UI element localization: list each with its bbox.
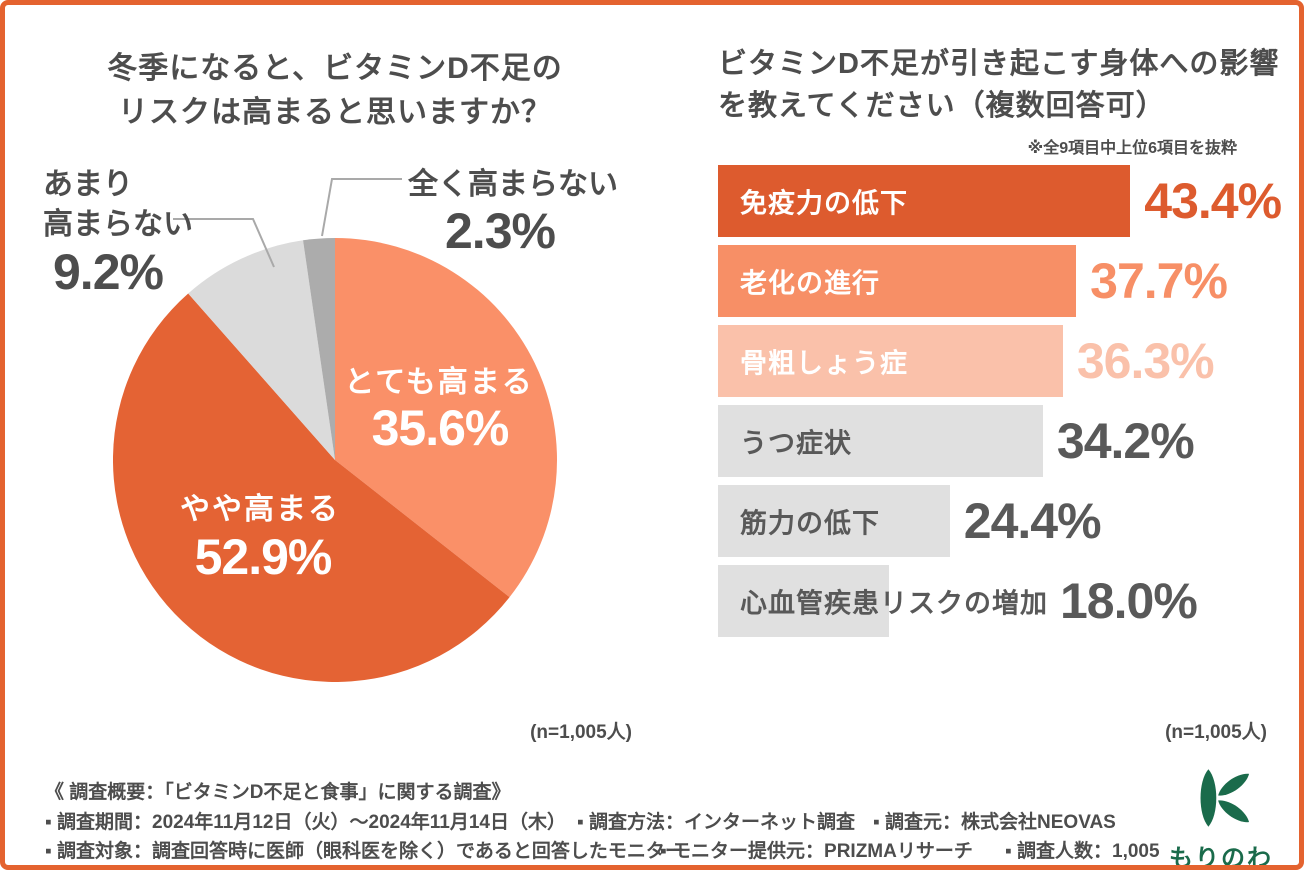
survey-details-line1-seg-1: ▪ 調査方法：インターネット調査 — [577, 812, 856, 833]
bar-row-5: 心血管疾患リスクの増加 18.0% — [718, 565, 1283, 637]
bar-label-2: 骨粗しょう症 — [740, 348, 908, 379]
bar-fill-5 — [718, 565, 889, 637]
bar-label-1: 老化の進行 — [740, 268, 880, 299]
survey-overview-line: 《 調査概要：「ビタミンD不足と食事」に関する調査》 — [5, 777, 1299, 803]
leaf-big — [1200, 769, 1217, 827]
bar-label-5: 心血管疾患リスクの増加 — [740, 588, 1048, 619]
bar-fill-0 — [718, 165, 1131, 237]
survey-details-line2-seg-0: ▪ 調査対象：調査回答時に医師（眼科医を除く）であると回答したモニター — [45, 841, 684, 862]
pie-slice-label-somewhat: やや高まる — [180, 493, 340, 526]
bar-row-3: うつ症状 34.2% — [718, 405, 1283, 477]
survey-details-line2-seg-1: ▪ モニター提供元：PRIZMAリサーチ — [660, 841, 973, 862]
survey-details-line1-seg-0: ▪ 調査期間：2024年11月12日（火）～2024年11月14日（木） — [45, 812, 566, 833]
logo-text: もりのわ — [1169, 845, 1273, 870]
bar-value-0: 43.4% — [1144, 173, 1282, 229]
bar-chart-title-line2: を教えてください（複数回答可） — [718, 90, 1166, 122]
bar-row-0: 免疫力の低下 43.4% — [718, 165, 1283, 237]
pie-chart-title: 冬季になると、ビタミンD不足の リスクは高まると思いますか？ — [5, 47, 665, 135]
bar-fill-3 — [718, 405, 1043, 477]
survey-details-line1: ▪ 調査期間：2024年11月12日（火）～2024年11月14日（木） ▪ 調査… — [5, 807, 1299, 833]
bar-chart-title-line1: ビタミンD不足が引き起こす身体への影響 — [718, 48, 1280, 80]
bar-value-1: 37.7% — [1090, 253, 1228, 309]
leaf-bottom-right — [1218, 800, 1250, 823]
pie-slice-value-somewhat: 52.9% — [194, 529, 333, 585]
survey-details-line1-seg-2: ▪ 調査元：株式会社NEOVAS — [873, 812, 1116, 833]
pie-slice-value-very: 35.6% — [371, 400, 510, 456]
pie-slice-1 — [113, 293, 510, 682]
bar-fill-4 — [718, 485, 950, 557]
pie-chart — [113, 238, 557, 682]
pie-slice-2 — [188, 240, 335, 460]
bar-sample-size: (n=1,005人) — [1165, 722, 1267, 743]
bar-chart: 免疫力の低下 43.4% 老化の進行 37.7% 骨粗しょう症 36.3% うつ症状 34.2… — [718, 165, 1283, 645]
bar-fill-1 — [718, 245, 1077, 317]
leader-line-not-at-all — [321, 178, 402, 237]
survey-overview-text: 《 調査概要：「ビタミンD不足と食事」に関する調査》 — [45, 782, 511, 803]
bar-fill-2 — [718, 325, 1063, 397]
pie-slice-value-not-at-all: 2.3% — [445, 203, 556, 259]
bar-label-4: 筋力の低下 — [740, 508, 880, 539]
pie-slice-label-very: とても高まる — [344, 366, 534, 399]
bar-label-3: うつ症状 — [740, 428, 852, 459]
bar-row-4: 筋力の低下 24.4% — [718, 485, 1283, 557]
pie-slice-label-not-much-line1: あまり — [43, 168, 133, 201]
leaf-logo-icon — [1200, 769, 1250, 827]
pie-slice-label-not-much-line2: 高まらない — [43, 208, 193, 241]
bar-row-2: 骨粗しょう症 36.3% — [718, 325, 1283, 397]
bar-row-1: 老化の進行 37.7% — [718, 245, 1283, 317]
pie-chart-title-line2: リスクは高まると思いますか？ — [118, 96, 552, 129]
pie-slice-3 — [303, 238, 335, 460]
bar-value-5: 18.0% — [1060, 573, 1198, 629]
leaf-top-right — [1218, 773, 1250, 796]
bar-value-2: 36.3% — [1076, 333, 1215, 389]
bar-value-4: 24.4% — [963, 493, 1102, 549]
pie-slice-label-not-at-all: 全く高まらない — [408, 168, 618, 201]
survey-details-line2: ▪ 調査対象：調査回答時に医師（眼科医を除く）であると回答したモニター ▪ モニタ… — [5, 836, 1299, 862]
survey-details-line2-seg-2: ▪ 調査人数：1,005 — [1005, 841, 1160, 862]
pie-slice-value-not-much: 9.2% — [53, 244, 164, 300]
pie-slice-label-not-much: あまり 高まらない — [43, 165, 193, 245]
bar-chart-title: ビタミンD不足が引き起こす身体への影響 を教えてください（複数回答可） — [718, 43, 1288, 127]
bar-chart-note: ※全9項目中上位6項目を抜粋 — [1027, 140, 1237, 157]
bar-value-3: 34.2% — [1056, 413, 1195, 469]
pie-sample-size: (n=1,005人) — [530, 722, 632, 743]
pie-slice-0 — [335, 238, 557, 598]
bar-label-0: 免疫力の低下 — [740, 188, 908, 219]
pie-chart-title-line1: 冬季になると、ビタミンD不足の — [107, 52, 563, 85]
morinowa-logo: もりのわ — [1163, 765, 1279, 870]
